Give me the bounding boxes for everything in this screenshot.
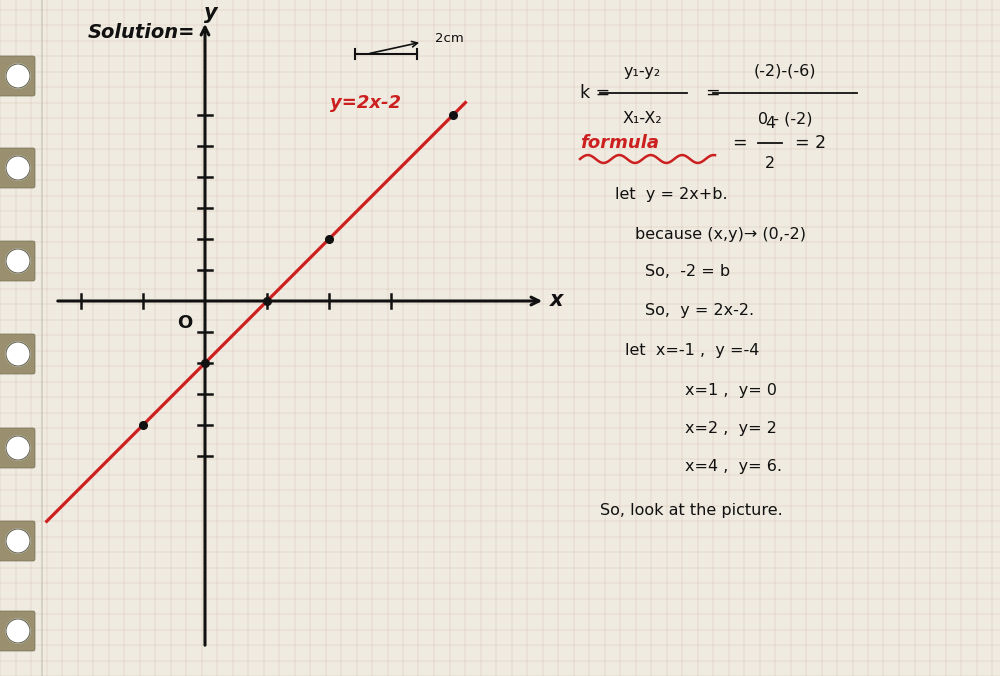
Text: x=2 ,  y= 2: x=2 , y= 2 — [685, 420, 777, 435]
Text: x: x — [550, 290, 564, 310]
Text: let  x=-1 ,  y =-4: let x=-1 , y =-4 — [625, 343, 759, 358]
Text: 0 - (-2): 0 - (-2) — [758, 111, 812, 126]
FancyBboxPatch shape — [0, 521, 35, 561]
Circle shape — [6, 619, 30, 643]
FancyBboxPatch shape — [0, 334, 35, 374]
Text: O: O — [177, 314, 193, 332]
Text: y: y — [204, 3, 218, 23]
Text: =: = — [732, 134, 747, 152]
Text: Solution=: Solution= — [88, 23, 196, 42]
FancyBboxPatch shape — [0, 56, 35, 96]
Text: let  y = 2x+b.: let y = 2x+b. — [615, 187, 728, 201]
Text: =: = — [705, 84, 720, 102]
Circle shape — [6, 64, 30, 88]
FancyBboxPatch shape — [0, 241, 35, 281]
FancyBboxPatch shape — [0, 611, 35, 651]
Text: So,  y = 2x-2.: So, y = 2x-2. — [645, 304, 754, 318]
Circle shape — [6, 156, 30, 180]
Text: because (x,y)→ (0,-2): because (x,y)→ (0,-2) — [635, 226, 806, 241]
Text: x=4 ,  y= 6.: x=4 , y= 6. — [685, 458, 782, 473]
Text: y₁-y₂: y₁-y₂ — [623, 64, 661, 79]
Text: So,  -2 = b: So, -2 = b — [645, 264, 730, 279]
Circle shape — [6, 249, 30, 273]
Text: formula: formula — [580, 134, 659, 152]
FancyBboxPatch shape — [0, 148, 35, 188]
Text: 2: 2 — [765, 156, 775, 171]
Circle shape — [6, 342, 30, 366]
Text: X₁-X₂: X₁-X₂ — [622, 111, 662, 126]
Text: So, look at the picture.: So, look at the picture. — [600, 504, 783, 518]
Text: (-2)-(-6): (-2)-(-6) — [754, 64, 816, 79]
Circle shape — [6, 529, 30, 553]
Text: 4: 4 — [765, 116, 775, 131]
Text: = 2: = 2 — [795, 134, 826, 152]
Text: x=1 ,  y= 0: x=1 , y= 0 — [685, 383, 777, 398]
Circle shape — [6, 436, 30, 460]
Text: k =: k = — [580, 84, 610, 102]
FancyBboxPatch shape — [0, 428, 35, 468]
Text: y=2x-2: y=2x-2 — [330, 94, 401, 112]
Text: 2cm: 2cm — [435, 32, 464, 45]
